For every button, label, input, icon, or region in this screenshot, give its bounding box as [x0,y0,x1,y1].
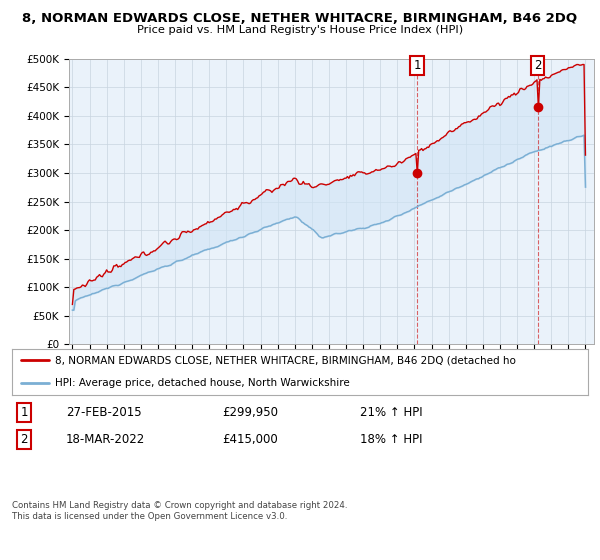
Text: 18-MAR-2022: 18-MAR-2022 [66,433,145,446]
Text: 8, NORMAN EDWARDS CLOSE, NETHER WHITACRE, BIRMINGHAM, B46 2DQ (detached ho: 8, NORMAN EDWARDS CLOSE, NETHER WHITACRE… [55,356,516,365]
Text: £415,000: £415,000 [222,433,278,446]
Text: Price paid vs. HM Land Registry's House Price Index (HPI): Price paid vs. HM Land Registry's House … [137,25,463,35]
Text: 2: 2 [20,433,28,446]
Text: 27-FEB-2015: 27-FEB-2015 [66,406,142,419]
Text: 21% ↑ HPI: 21% ↑ HPI [360,406,422,419]
Text: 1: 1 [20,406,28,419]
Text: 1: 1 [413,59,421,72]
Text: Contains HM Land Registry data © Crown copyright and database right 2024.
This d: Contains HM Land Registry data © Crown c… [12,501,347,521]
Text: £299,950: £299,950 [222,406,278,419]
Text: HPI: Average price, detached house, North Warwickshire: HPI: Average price, detached house, Nort… [55,379,350,388]
Text: 2: 2 [534,59,541,72]
Text: 18% ↑ HPI: 18% ↑ HPI [360,433,422,446]
Text: 8, NORMAN EDWARDS CLOSE, NETHER WHITACRE, BIRMINGHAM, B46 2DQ: 8, NORMAN EDWARDS CLOSE, NETHER WHITACRE… [22,12,578,25]
